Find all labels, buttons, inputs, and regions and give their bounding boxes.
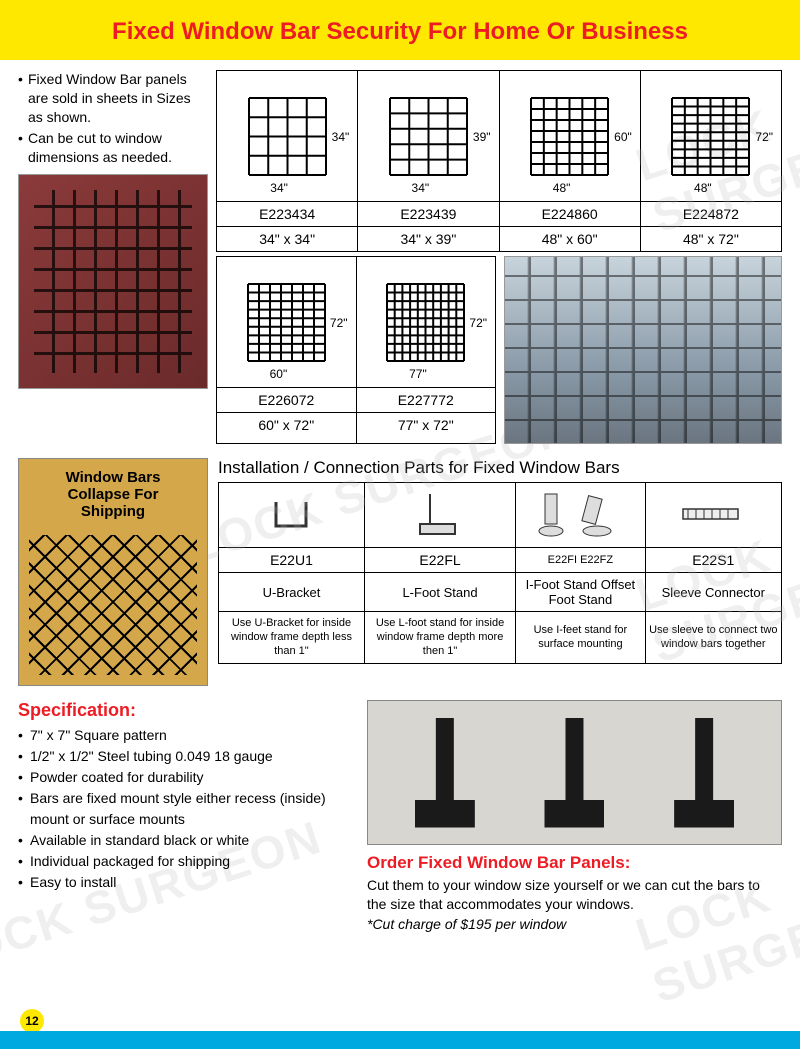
product-size: 34" x 34": [217, 226, 357, 251]
product-cell: 60" 48" E224860 48" x 60": [500, 71, 641, 251]
spec-item: Powder coated for durability: [18, 767, 353, 788]
dimension-width: 77": [409, 367, 427, 381]
product-sku: E224860: [500, 201, 640, 226]
collapsed-lattice-image: [29, 535, 197, 675]
window-photo-right: [504, 256, 782, 444]
part-icon-cell: [645, 483, 781, 548]
part-icon: [535, 489, 625, 542]
spec-item: Available in standard black or white: [18, 830, 353, 851]
dimension-width: 34": [270, 181, 288, 195]
dimension-height: 60": [614, 130, 632, 144]
part-icon-cell: [516, 483, 646, 548]
spec-list: 7" x 7" Square pattern1/2" x 1/2" Steel …: [18, 725, 353, 893]
product-size: 77" x 72": [357, 412, 496, 437]
page-number: 12: [20, 1009, 44, 1033]
order-text: Cut them to your window size yourself or…: [367, 876, 782, 914]
spec-item: Easy to install: [18, 872, 353, 893]
header-bar: Fixed Window Bar Security For Home Or Bu…: [0, 0, 800, 60]
dimension-height: 72": [330, 316, 348, 330]
install-parts-table: E22U1E22FLE22FI E22FZE22S1 U-BracketL-Fo…: [218, 482, 782, 664]
product-sku: E223439: [358, 201, 498, 226]
intro-bullet: Fixed Window Bar panels are sold in shee…: [18, 70, 208, 127]
grid-diagram: 60" 48": [500, 71, 640, 201]
collapse-shipping-box: Window Bars Collapse For Shipping: [18, 458, 208, 686]
part-icon: [410, 489, 470, 542]
collapse-text: Shipping: [25, 503, 201, 520]
dimension-height: 39": [473, 130, 491, 144]
dimension-height: 34": [332, 130, 350, 144]
dimension-width: 34": [412, 181, 430, 195]
brackets-photo: [367, 700, 782, 845]
page-title: Fixed Window Bar Security For Home Or Bu…: [0, 18, 800, 46]
spec-item: 7" x 7" Square pattern: [18, 725, 353, 746]
part-sku: E22S1: [645, 548, 781, 573]
part-icon: [678, 499, 748, 532]
dimension-width: 48": [553, 181, 571, 195]
product-size: 34" x 39": [358, 226, 498, 251]
product-cell: 72" 60" E226072 60" x 72": [217, 257, 357, 443]
spec-item: 1/2" x 1/2" Steel tubing 0.049 18 gauge: [18, 746, 353, 767]
install-title: Installation / Connection Parts for Fixe…: [218, 458, 782, 478]
part-name: I-Foot Stand Offset Foot Stand: [516, 573, 646, 612]
order-note: *Cut charge of $195 per window: [367, 916, 782, 932]
part-name: U-Bracket: [219, 573, 365, 612]
spec-item: Bars are fixed mount style either recess…: [18, 788, 353, 830]
part-icon-cell: [219, 483, 365, 548]
product-size: 60" x 72": [217, 412, 356, 437]
product-cell: 72" 48" E224872 48" x 72": [641, 71, 781, 251]
spec-title: Specification:: [18, 700, 353, 721]
product-sku: E223434: [217, 201, 357, 226]
footer-bar: [0, 1031, 800, 1049]
dimension-height: 72": [755, 130, 773, 144]
grid-diagram: 34" 34": [217, 71, 357, 201]
part-icon-cell: [364, 483, 515, 548]
order-title: Order Fixed Window Bar Panels:: [367, 853, 782, 873]
product-sku: E227772: [357, 387, 496, 412]
product-cell: 34" 34" E223434 34" x 34": [217, 71, 358, 251]
dimension-height: 72": [469, 316, 487, 330]
dimension-width: 60": [270, 367, 288, 381]
spec-item: Individual packaged for shipping: [18, 851, 353, 872]
part-desc: Use I-feet stand for surface mounting: [516, 612, 646, 664]
grid-diagram: 72" 60": [217, 257, 356, 387]
product-size: 48" x 72": [641, 226, 781, 251]
product-cell: 72" 77" E227772 77" x 72": [357, 257, 496, 443]
part-sku: E22FL: [364, 548, 515, 573]
grid-diagram: 72" 48": [641, 71, 781, 201]
part-sku: E22FI E22FZ: [516, 548, 646, 573]
part-icon: [261, 494, 321, 537]
grid-diagram: 72" 77": [357, 257, 496, 387]
part-desc: Use U-Bracket for inside window frame de…: [219, 612, 365, 664]
intro-bullet: Can be cut to window dimensions as neede…: [18, 129, 208, 167]
product-size: 48" x 60": [500, 226, 640, 251]
collapse-text: Window Bars: [25, 469, 201, 486]
intro-text: Fixed Window Bar panels are sold in shee…: [18, 70, 208, 166]
part-desc: Use sleeve to connect two window bars to…: [645, 612, 781, 664]
part-desc: Use L-foot stand for inside window frame…: [364, 612, 515, 664]
collapse-text: Collapse For: [25, 486, 201, 503]
dimension-width: 48": [694, 181, 712, 195]
window-photo-left: [18, 174, 208, 389]
product-sku: E224872: [641, 201, 781, 226]
product-cell: 39" 34" E223439 34" x 39": [358, 71, 499, 251]
product-sku: E226072: [217, 387, 356, 412]
part-sku: E22U1: [219, 548, 365, 573]
part-name: L-Foot Stand: [364, 573, 515, 612]
part-name: Sleeve Connector: [645, 573, 781, 612]
grid-diagram: 39" 34": [358, 71, 498, 201]
